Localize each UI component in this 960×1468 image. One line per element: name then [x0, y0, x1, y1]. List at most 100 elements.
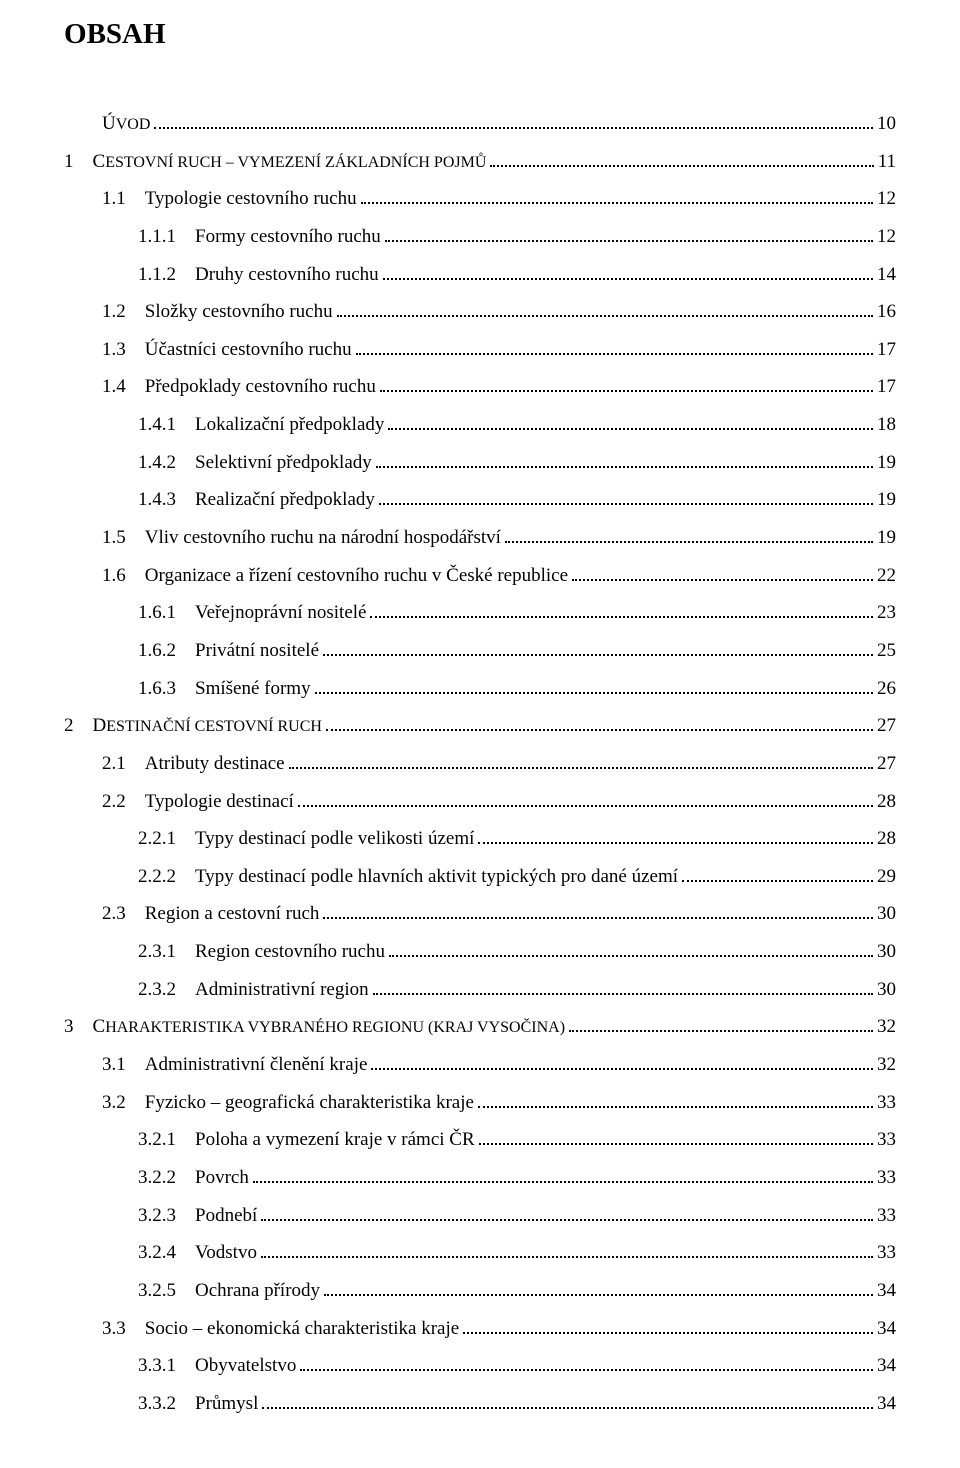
toc-entry-label: Selektivní předpoklady [195, 450, 372, 476]
toc-leader-dots [298, 789, 873, 806]
toc-leader-dots [154, 112, 873, 129]
table-of-contents: ÚVOD101 CESTOVNÍ RUCH – VYMEZENÍ ZÁKLADN… [64, 111, 896, 1416]
toc-entry-label-rest: ESTOVNÍ RUCH – VYMEZENÍ ZÁKLADNÍCH POJMŮ [105, 154, 486, 171]
toc-entry-page: 25 [877, 638, 896, 664]
toc-leader-dots [376, 451, 873, 468]
toc-entry-label: Ochrana přírody [195, 1278, 320, 1304]
toc-entry-page: 17 [877, 374, 896, 400]
toc-entry-number: 1.2 [102, 299, 145, 325]
toc-entry-page: 33 [877, 1127, 896, 1153]
toc-entry-number: 3.2.3 [138, 1203, 195, 1229]
toc-leader-dots [337, 300, 873, 317]
toc-leader-dots [324, 1279, 873, 1296]
toc-leader-dots [373, 978, 873, 995]
toc-leader-dots [371, 1053, 873, 1070]
toc-entry-label: Předpoklady cestovního ruchu [145, 374, 376, 400]
toc-leader-dots [478, 1090, 873, 1107]
toc-entry-page: 27 [877, 713, 896, 739]
toc-entry: 3 CHARAKTERISTIKA VYBRANÉHO REGIONU (KRA… [64, 1014, 896, 1040]
toc-entry-number: 1.1 [102, 186, 145, 212]
toc-entry-page: 32 [877, 1052, 896, 1078]
toc-leader-dots [261, 1241, 873, 1258]
toc-entry-label-first: D [93, 715, 107, 736]
toc-entry: 3.3.2 Průmysl34 [64, 1391, 896, 1417]
toc-entry: 1.3 Účastníci cestovního ruchu17 [64, 337, 896, 363]
toc-entry-number: 1.4.3 [138, 487, 195, 513]
toc-entry-label: Region a cestovní ruch [145, 901, 320, 927]
toc-entry: 1.4.3 Realizační předpoklady19 [64, 487, 896, 513]
toc-entry-page: 34 [877, 1391, 896, 1417]
toc-entry-number: 2.2 [102, 789, 145, 815]
toc-entry-label: Průmysl [195, 1391, 258, 1417]
toc-entry-number: 1.6 [102, 563, 145, 589]
toc-entry-label: Účastníci cestovního ruchu [145, 337, 352, 363]
toc-leader-dots [262, 1392, 873, 1409]
toc-entry-number: 1.3 [102, 337, 145, 363]
toc-leader-dots [326, 714, 873, 731]
toc-entry-page: 19 [877, 487, 896, 513]
toc-entry-page: 27 [877, 751, 896, 777]
toc-leader-dots [323, 639, 873, 656]
toc-entry-number: 3 [64, 1014, 93, 1040]
toc-entry: 1.2 Složky cestovního ruchu 16 [64, 299, 896, 325]
toc-entry: 3.3 Socio – ekonomická charakteristika k… [64, 1316, 896, 1342]
toc-entry-number: 1.1.2 [138, 262, 195, 288]
toc-entry-page: 12 [877, 186, 896, 212]
toc-entry-number: 1.4.1 [138, 412, 195, 438]
toc-entry-label-first: Ú [102, 113, 116, 134]
toc-entry: 1.4 Předpoklady cestovního ruchu17 [64, 374, 896, 400]
toc-entry-number: 3.2.1 [138, 1127, 195, 1153]
toc-entry-label: Administrativní region [195, 977, 369, 1003]
toc-leader-dots [300, 1354, 873, 1371]
toc-entry-label: CESTOVNÍ RUCH – VYMEZENÍ ZÁKLADNÍCH POJM… [93, 149, 487, 175]
toc-entry-label: Region cestovního ruchu [195, 939, 385, 965]
toc-entry-number: 3.3 [102, 1316, 145, 1342]
toc-entry: 3.2.1 Poloha a vymezení kraje v rámci ČR… [64, 1127, 896, 1153]
toc-entry-number: 3.2.4 [138, 1240, 195, 1266]
toc-entry: 1.1.1 Formy cestovního ruchu12 [64, 224, 896, 250]
toc-leader-dots [289, 752, 873, 769]
toc-entry-page: 11 [878, 149, 896, 175]
toc-entry-number: 1.4.2 [138, 450, 195, 476]
toc-entry-number: 2.3 [102, 901, 145, 927]
toc-entry: 1.1.2 Druhy cestovního ruchu14 [64, 262, 896, 288]
toc-entry-label: Vodstvo [195, 1240, 257, 1266]
toc-leader-dots [379, 488, 873, 505]
toc-entry-page: 26 [877, 676, 896, 702]
toc-entry-page: 18 [877, 412, 896, 438]
toc-entry-number: 1.6.3 [138, 676, 195, 702]
toc-entry: 2.3.2 Administrativní region30 [64, 977, 896, 1003]
toc-entry-page: 16 [877, 299, 896, 325]
toc-entry-number: 2.2.2 [138, 864, 195, 890]
toc-entry-page: 19 [877, 525, 896, 551]
toc-entry-page: 30 [877, 939, 896, 965]
toc-entry: 3.2 Fyzicko – geografická charakteristik… [64, 1090, 896, 1116]
toc-leader-dots [385, 225, 873, 242]
toc-leader-dots [682, 865, 873, 882]
toc-entry-number: 3.2.2 [138, 1165, 195, 1191]
toc-entry: 2.1 Atributy destinace27 [64, 751, 896, 777]
toc-entry-label: Veřejnoprávní nositelé [195, 600, 366, 626]
toc-entry-label-rest: ESTINAČNÍ CESTOVNÍ RUCH [106, 718, 322, 735]
toc-entry: 2.2.1 Typy destinací podle velikosti úze… [64, 826, 896, 852]
toc-entry-number: 1.1.1 [138, 224, 195, 250]
toc-leader-dots [388, 413, 873, 430]
toc-leader-dots [479, 1128, 873, 1145]
toc-entry-page: 29 [877, 864, 896, 890]
toc-entry-label: Organizace a řízení cestovního ruchu v Č… [145, 563, 568, 589]
toc-leader-dots [315, 676, 873, 693]
page: OBSAH ÚVOD101 CESTOVNÍ RUCH – VYMEZENÍ Z… [0, 0, 960, 1468]
toc-entry: 2.2.2 Typy destinací podle hlavních akti… [64, 864, 896, 890]
toc-entry-label: Typy destinací podle hlavních aktivit ty… [195, 864, 678, 890]
toc-entry: 1.4.1 Lokalizační předpoklady18 [64, 412, 896, 438]
toc-entry: 1.6.2 Privátní nositelé25 [64, 638, 896, 664]
toc-leader-dots [572, 564, 873, 581]
toc-entry: 3.2.2 Povrch33 [64, 1165, 896, 1191]
toc-leader-dots [478, 827, 873, 844]
toc-entry-label: Formy cestovního ruchu [195, 224, 381, 250]
toc-entry-label: CHARAKTERISTIKA VYBRANÉHO REGIONU (KRAJ … [93, 1014, 566, 1040]
toc-leader-dots [261, 1203, 873, 1220]
toc-entry-number: 3.3.1 [138, 1353, 195, 1379]
toc-entry-page: 33 [877, 1165, 896, 1191]
toc-entry-label: Složky cestovního ruchu [145, 299, 333, 325]
